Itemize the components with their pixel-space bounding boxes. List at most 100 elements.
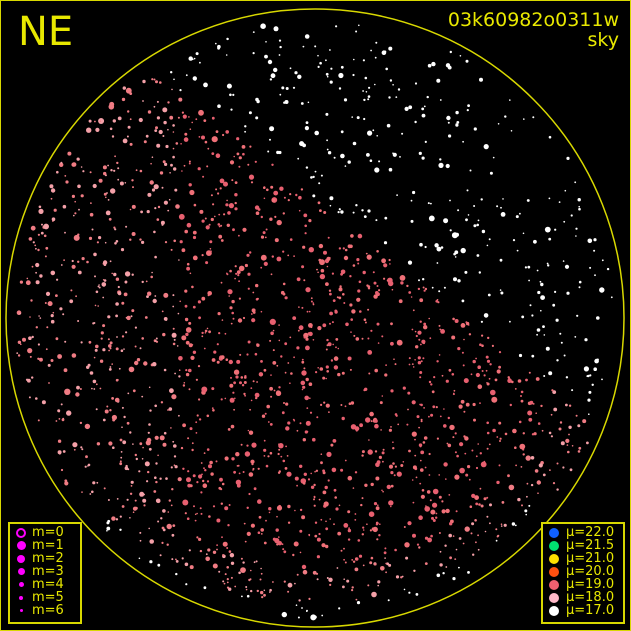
star	[266, 188, 269, 192]
star	[574, 181, 577, 184]
star	[102, 324, 106, 328]
star	[326, 265, 329, 268]
star	[497, 123, 500, 125]
star	[179, 240, 183, 244]
star	[247, 272, 251, 276]
star	[108, 368, 112, 371]
star	[329, 518, 332, 520]
star	[352, 141, 357, 146]
star	[393, 358, 395, 361]
star	[75, 392, 80, 397]
star	[278, 386, 281, 389]
star	[320, 268, 325, 273]
star	[423, 322, 427, 326]
star	[185, 583, 188, 586]
star	[297, 329, 300, 332]
star	[230, 561, 235, 565]
star	[335, 507, 339, 511]
star	[281, 86, 285, 90]
star	[229, 306, 233, 310]
star	[41, 400, 46, 405]
star	[548, 371, 553, 376]
star	[529, 400, 534, 405]
star	[154, 295, 157, 297]
star	[230, 376, 232, 379]
star	[297, 157, 300, 160]
star	[412, 309, 415, 312]
star	[132, 186, 134, 189]
star	[388, 428, 392, 432]
star	[56, 170, 59, 174]
star	[287, 199, 290, 202]
star	[240, 557, 243, 560]
star	[93, 356, 96, 359]
star	[510, 130, 513, 132]
star	[374, 419, 378, 423]
star	[419, 320, 422, 323]
star	[251, 318, 256, 323]
star	[347, 356, 352, 361]
star	[186, 222, 192, 228]
star	[116, 498, 119, 500]
star	[144, 461, 150, 467]
star	[361, 454, 364, 457]
star	[173, 455, 177, 458]
star	[94, 348, 98, 352]
star	[448, 134, 452, 138]
star	[359, 423, 363, 428]
star	[421, 107, 425, 111]
star	[284, 613, 287, 617]
star	[121, 505, 125, 508]
star	[104, 241, 107, 244]
star	[481, 344, 484, 348]
star	[394, 413, 398, 416]
star	[111, 397, 114, 400]
star	[304, 126, 309, 131]
star	[163, 317, 168, 321]
magnitude-label: m=5	[32, 590, 64, 605]
star	[415, 476, 418, 479]
star	[284, 100, 289, 104]
star	[175, 558, 177, 561]
star	[566, 444, 569, 446]
star	[157, 520, 160, 523]
star	[304, 232, 307, 235]
star	[27, 348, 33, 354]
star	[240, 376, 244, 379]
star	[439, 563, 443, 567]
star	[236, 465, 239, 467]
star	[233, 408, 236, 411]
star	[310, 472, 313, 475]
star	[163, 120, 167, 125]
magnitude-label: m=2	[32, 551, 64, 566]
star	[408, 449, 411, 453]
star	[471, 449, 474, 452]
star	[606, 267, 610, 271]
star	[445, 478, 447, 480]
star	[443, 218, 449, 224]
star	[159, 435, 165, 441]
star	[549, 469, 551, 471]
star	[347, 244, 352, 249]
star	[300, 380, 306, 386]
star	[414, 359, 416, 361]
star	[192, 76, 197, 81]
star	[305, 166, 309, 169]
star	[142, 498, 147, 503]
star	[422, 286, 425, 289]
star	[112, 119, 117, 123]
star	[170, 163, 173, 167]
star	[151, 78, 154, 81]
star	[322, 323, 327, 328]
star	[383, 241, 388, 245]
star	[315, 572, 319, 575]
star	[73, 448, 76, 451]
star	[117, 291, 122, 296]
star	[37, 419, 40, 422]
star	[333, 365, 339, 370]
star	[428, 452, 431, 456]
star	[172, 440, 175, 443]
star	[307, 478, 311, 481]
star	[320, 174, 323, 177]
title-block: 03k60982o0311w sky	[448, 10, 619, 50]
